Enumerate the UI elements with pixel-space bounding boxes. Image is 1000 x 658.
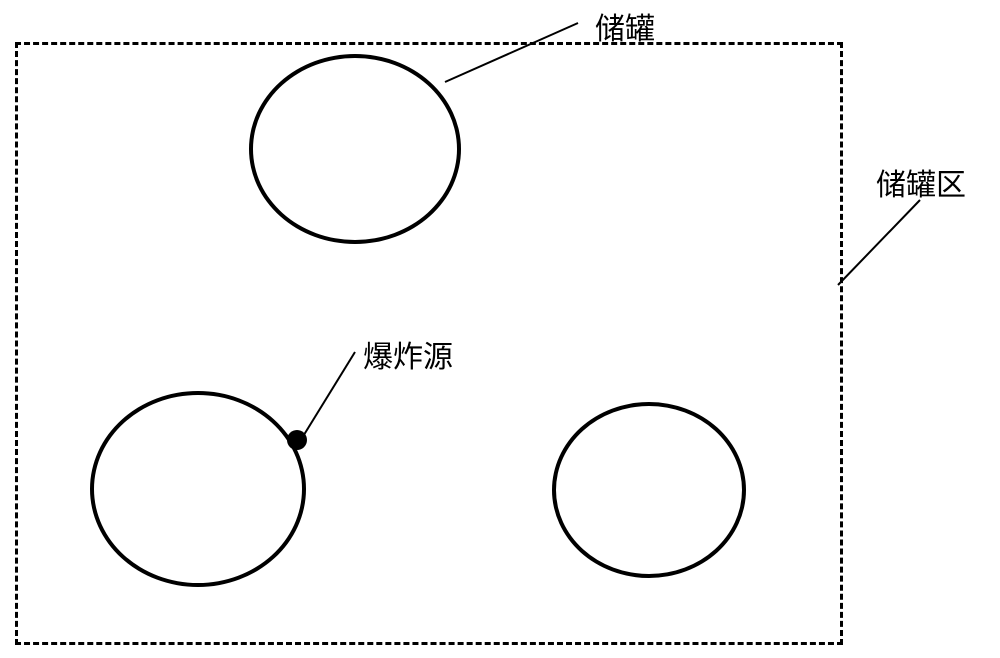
storage-tank-left	[90, 391, 306, 587]
label-area: 储罐区	[876, 160, 966, 204]
label-tank: 储罐	[595, 4, 655, 48]
explosion-source-dot	[287, 430, 307, 450]
label-source: 爆炸源	[363, 332, 453, 376]
leader-line-area	[836, 198, 922, 287]
storage-tank-right	[552, 402, 746, 578]
storage-tank-top	[249, 54, 461, 244]
diagram-canvas: 储罐 储罐区 爆炸源	[0, 0, 1000, 658]
